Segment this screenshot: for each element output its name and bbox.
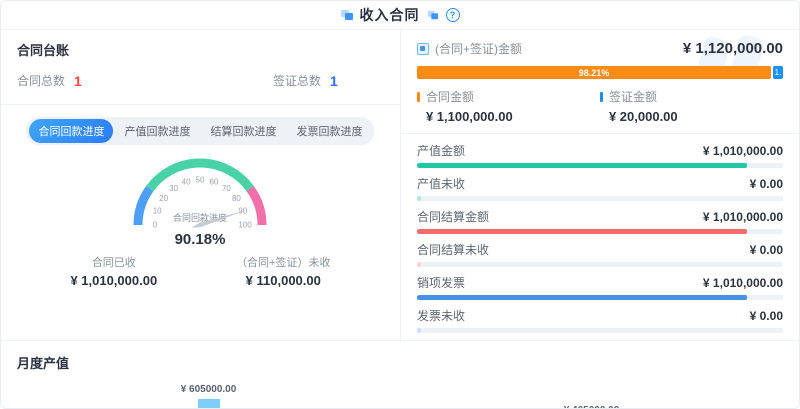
gauge-segment xyxy=(246,185,267,226)
metric-bar xyxy=(416,196,783,201)
progress-tab[interactable]: 产值回款进度 xyxy=(124,126,191,138)
gauge-value: 90.18% xyxy=(175,231,226,247)
progress-tab[interactable]: 发票回款进度 xyxy=(296,126,363,138)
visa-total-label: 签证总数 xyxy=(273,74,322,88)
metric-value: ¥ 1,010,000.00 xyxy=(702,210,783,224)
unreceived-stat: （合同+签证）未收 ¥ 110,000.00 xyxy=(236,254,330,288)
legend-item: 签证金额 ¥ 20,000.00 xyxy=(599,88,783,124)
total-amount-label: (合同+签证)金额 xyxy=(434,42,522,56)
gauge-segment xyxy=(133,185,155,226)
contract-amount-segment: 98.21% xyxy=(416,66,771,79)
metric-bar xyxy=(416,262,783,267)
amount-progress-bar: 98.21% 1. xyxy=(416,66,783,79)
metric-value: ¥ 1,010,000.00 xyxy=(702,276,783,290)
gauge-tick-label: 90 xyxy=(239,207,248,216)
main-area: 合同台账 合同总数 1 签证总数 1 合同回款进度 产值回款进度 结算回款进度 发票回… xyxy=(1,29,799,340)
amount-legend: 合同金额 ¥ 1,100,000.00 签证金额 ¥ 20,000.00 xyxy=(416,88,783,124)
metric-label: 产值金额 xyxy=(416,144,465,158)
metric-row: 销项发票 ¥ 1,010,000.00 xyxy=(416,274,783,300)
metric-value: ¥ 0.00 xyxy=(749,177,783,191)
gauge-tick-label: 0 xyxy=(153,221,158,230)
legend-value: ¥ 1,100,000.00 xyxy=(425,109,513,124)
gauge-tick-label: 10 xyxy=(153,207,162,216)
legend-marker xyxy=(416,91,420,102)
contract-total: 合同总数 1 xyxy=(17,72,273,89)
gauge-needle xyxy=(191,210,247,228)
metric-label: 发票未收 xyxy=(416,309,465,323)
progress-tabs: 合同回款进度 产值回款进度 结算回款进度 发票回款进度 xyxy=(26,117,375,145)
metric-bar xyxy=(416,295,783,300)
legend-label: 合同金额 xyxy=(425,90,474,104)
ledger-stats: 合同总数 1 签证总数 1 xyxy=(17,72,384,89)
contract-total-label: 合同总数 xyxy=(17,74,66,88)
legend-marker xyxy=(599,91,603,102)
metric-label: 产值未收 xyxy=(416,177,465,191)
legend-value: ¥ 20,000.00 xyxy=(608,109,678,124)
bar-value-label: ¥ 405000.00 xyxy=(564,405,620,408)
gauge-tick-label: 20 xyxy=(160,194,169,203)
gauge-tick-label: 40 xyxy=(182,178,191,187)
gauge-tick-label: 80 xyxy=(232,194,241,203)
page-title: 收入合同 xyxy=(359,7,420,23)
bar-chart: ¥ 605000.007月¥ 405000.008月 xyxy=(17,378,783,408)
bar[interactable] xyxy=(197,399,220,408)
legend-label: 签证金额 xyxy=(608,90,657,104)
unreceived-label: （合同+签证）未收 xyxy=(236,257,331,269)
gauge-title: 合同回款进度 xyxy=(173,212,227,223)
progress-tab[interactable]: 结算回款进度 xyxy=(210,126,277,138)
contract-total-value: 1 xyxy=(74,72,82,89)
documents-icon xyxy=(427,10,438,20)
legend-item: 合同金额 ¥ 1,100,000.00 xyxy=(416,88,600,124)
visa-total: 签证总数 1 xyxy=(273,72,338,89)
metric-row: 合同结算未收 ¥ 0.00 xyxy=(416,241,783,267)
gauge-tick-label: 50 xyxy=(196,176,205,185)
monthly-output-panel: 月度产值 ¥ 605000.007月¥ 405000.008月 xyxy=(1,340,799,408)
summary-header: (合同+签证)金额 ¥ 1,120,000.00 xyxy=(416,40,783,57)
metric-bar xyxy=(416,229,783,234)
visa-amount-segment: 1. xyxy=(773,66,783,79)
metric-bar xyxy=(416,328,783,333)
metric-row: 合同结算金额 ¥ 1,010,000.00 xyxy=(416,208,783,234)
divider xyxy=(400,133,799,134)
documents-icon xyxy=(340,10,353,20)
received-stat: 合同已收 ¥ 1,010,000.00 xyxy=(70,254,157,288)
bar-value-label: ¥ 605000.00 xyxy=(180,384,237,395)
progress-tab[interactable]: 合同回款进度 xyxy=(29,119,114,143)
gauge-tick-label: 30 xyxy=(170,184,179,193)
metric-label: 销项发票 xyxy=(416,276,465,290)
help-icon[interactable]: ? xyxy=(445,8,460,22)
gauge-stats: 合同已收 ¥ 1,010,000.00 （合同+签证）未收 ¥ 110,000.… xyxy=(1,254,400,288)
contract-ledger-panel: 合同台账 合同总数 1 签证总数 1 xyxy=(1,30,400,105)
gauge-segment xyxy=(146,158,255,192)
metric-row: 发票未收 ¥ 0.00 xyxy=(416,307,783,333)
total-amount-value: ¥ 1,120,000.00 xyxy=(682,40,783,57)
header: 收入合同 ? xyxy=(1,1,799,29)
metric-label: 合同结算未收 xyxy=(416,243,489,257)
monthly-title: 月度产值 xyxy=(17,356,70,371)
metric-rows: 产值金额 ¥ 1,010,000.00 产值未收 ¥ 0.00 合同结算金额 ¥ 1,01… xyxy=(416,142,783,333)
received-value: ¥ 1,010,000.00 xyxy=(70,273,158,288)
metric-label: 合同结算金额 xyxy=(416,210,489,224)
ledger-title: 合同台账 xyxy=(17,43,70,58)
gauge-chart: 0 10 20 30 40 50 60 70 80 90 100 合同回款进度 90.18% xyxy=(70,147,330,252)
received-label: 合同已收 xyxy=(91,257,136,269)
left-column: 合同台账 合同总数 1 签证总数 1 合同回款进度 产值回款进度 结算回款进度 发票回… xyxy=(1,30,400,340)
metric-value: ¥ 0.00 xyxy=(749,243,783,257)
metric-row: 产值未收 ¥ 0.00 xyxy=(416,175,783,201)
amount-icon xyxy=(416,42,429,55)
payment-progress-panel: 合同回款进度 产值回款进度 结算回款进度 发票回款进度 0 10 20 30 40 50 60 70… xyxy=(1,105,400,340)
unreceived-value: ¥ 110,000.00 xyxy=(245,273,321,288)
gauge-tick-label: 100 xyxy=(239,221,253,230)
amount-summary-panel: (合同+签证)金额 ¥ 1,120,000.00 98.21% 1. 合同金额 ¥… xyxy=(399,30,799,340)
metric-row: 产值金额 ¥ 1,010,000.00 xyxy=(416,142,783,168)
metric-bar xyxy=(416,163,783,168)
gauge-tick-label: 60 xyxy=(210,178,219,187)
metric-value: ¥ 1,010,000.00 xyxy=(702,144,783,158)
metric-value: ¥ 0.00 xyxy=(749,309,783,323)
gauge-tick-label: 70 xyxy=(222,184,231,193)
visa-total-value: 1 xyxy=(330,72,338,89)
